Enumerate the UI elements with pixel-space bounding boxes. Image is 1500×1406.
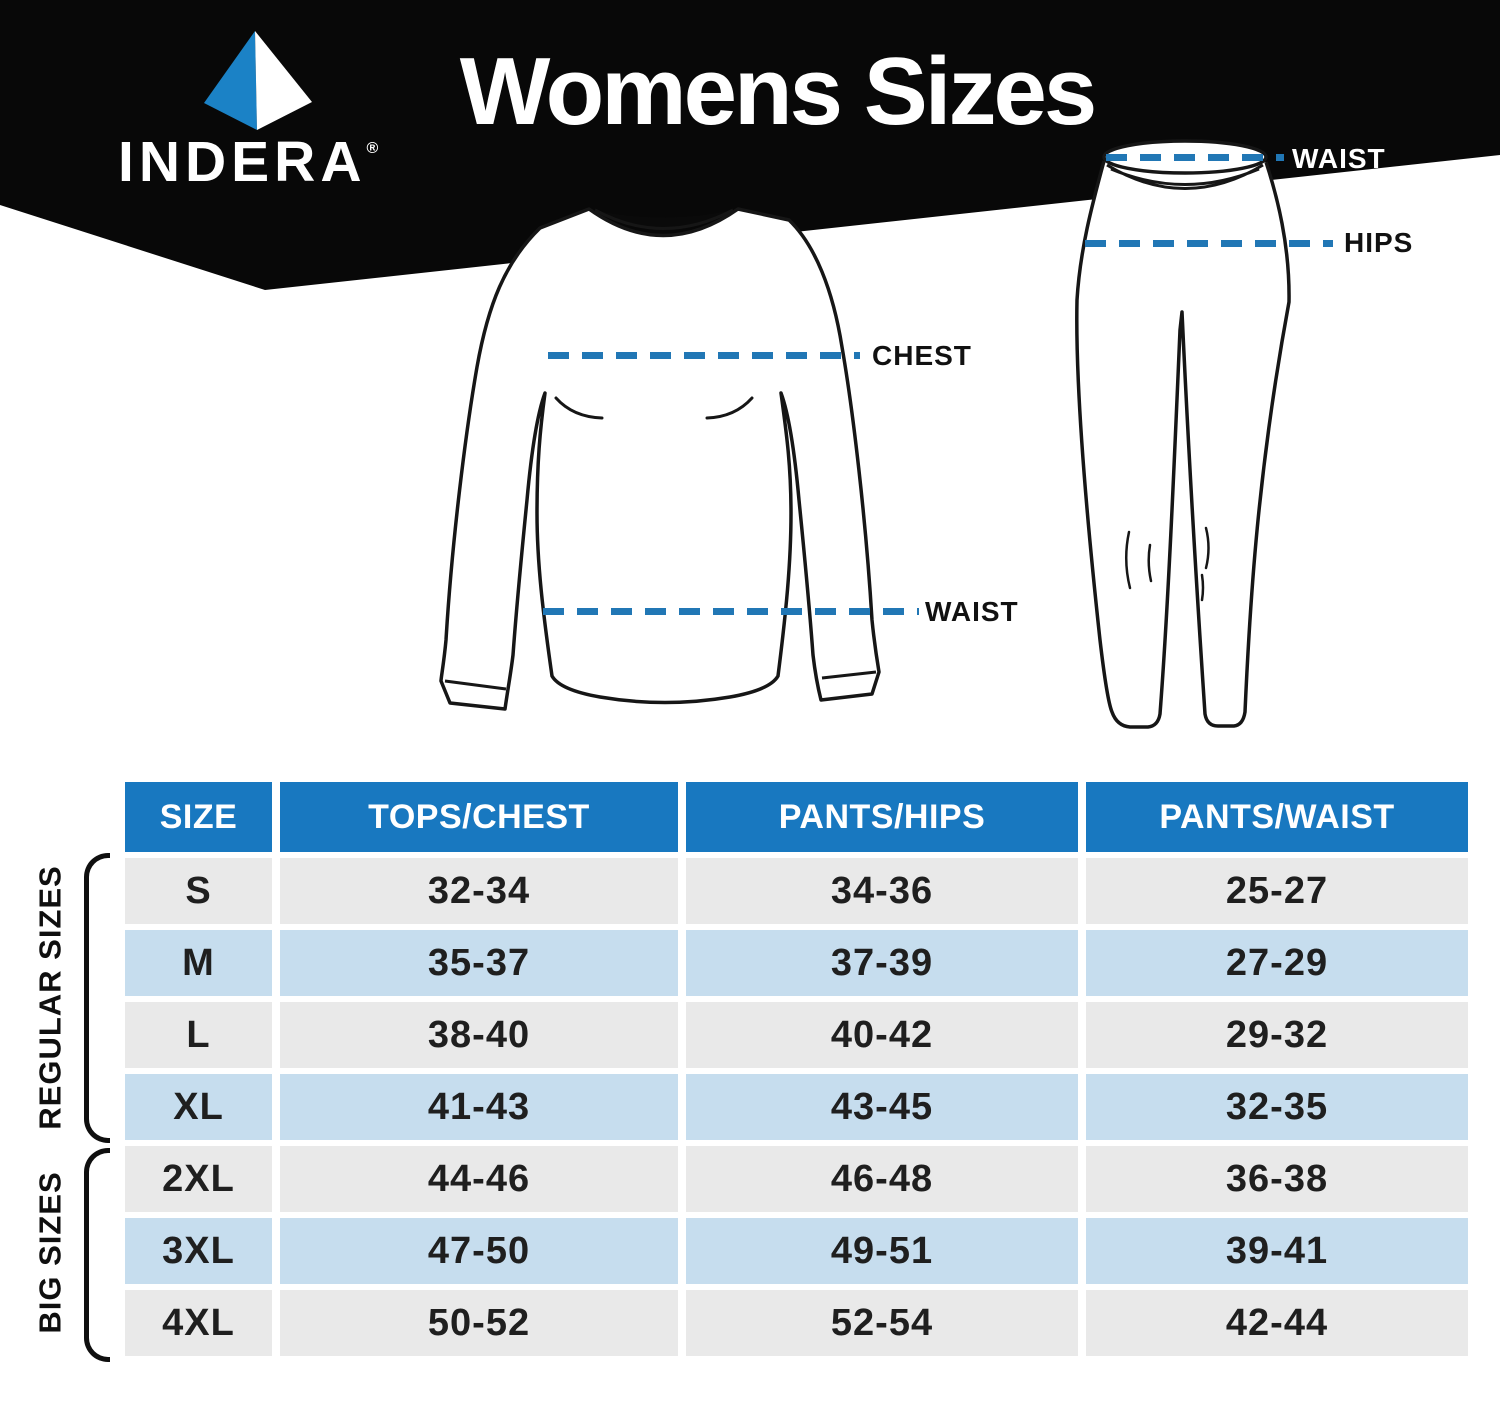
waist-cell: 39-41 [1086, 1218, 1468, 1284]
column-header-pants-hips: PANTS/HIPS [686, 782, 1078, 852]
chest-measure-line [548, 352, 860, 359]
table-header-row: SIZE TOPS/CHEST PANTS/HIPS PANTS/WAIST [125, 782, 1468, 852]
indera-pyramid-logo-icon [204, 31, 312, 130]
table-row: 2XL 44-46 46-48 36-38 [125, 1146, 1468, 1212]
big-sizes-bracket [84, 1148, 110, 1362]
big-sizes-group-label: BIG SIZES [32, 1171, 68, 1334]
size-cell: 3XL [125, 1218, 272, 1284]
hips-cell: 52-54 [686, 1290, 1078, 1356]
waist-cell: 27-29 [1086, 930, 1468, 996]
shirt-illustration [439, 207, 881, 711]
waist-cell: 42-44 [1086, 1290, 1468, 1356]
waist-cell: 36-38 [1086, 1146, 1468, 1212]
table-row: 4XL 50-52 52-54 42-44 [125, 1290, 1468, 1356]
pants-waist-measure-line [1106, 154, 1284, 161]
pants-illustration [1075, 139, 1291, 729]
pants-waist-label: WAIST [1292, 143, 1386, 174]
waist-cell: 29-32 [1086, 1002, 1468, 1068]
waist-cell: 32-35 [1086, 1074, 1468, 1140]
table-row: XL 41-43 43-45 32-35 [125, 1074, 1468, 1140]
size-cell: XL [125, 1074, 272, 1140]
brand-name: INDERA® [118, 134, 378, 191]
chest-cell: 50-52 [280, 1290, 678, 1356]
chest-label: CHEST [872, 340, 972, 371]
column-header-pants-waist: PANTS/WAIST [1086, 782, 1468, 852]
size-cell: S [125, 858, 272, 924]
size-cell: M [125, 930, 272, 996]
hips-label: HIPS [1344, 227, 1414, 258]
hips-cell: 49-51 [686, 1218, 1078, 1284]
chest-cell: 47-50 [280, 1218, 678, 1284]
size-table: SIZE TOPS/CHEST PANTS/HIPS PANTS/WAIST S… [125, 782, 1468, 1362]
table-row: M 35-37 37-39 27-29 [125, 930, 1468, 996]
table-row: S 32-34 34-36 25-27 [125, 858, 1468, 924]
table-row: 3XL 47-50 49-51 39-41 [125, 1218, 1468, 1284]
hips-cell: 40-42 [686, 1002, 1078, 1068]
chest-cell: 41-43 [280, 1074, 678, 1140]
column-header-size: SIZE [125, 782, 272, 852]
size-cell: L [125, 1002, 272, 1068]
hips-cell: 37-39 [686, 930, 1078, 996]
chest-cell: 38-40 [280, 1002, 678, 1068]
shirt-waist-measure-line [543, 608, 919, 615]
brand-text: INDERA [118, 130, 367, 194]
column-header-tops-chest: TOPS/CHEST [280, 782, 678, 852]
chest-cell: 32-34 [280, 858, 678, 924]
hips-cell: 46-48 [686, 1146, 1078, 1212]
page-title: Womens Sizes [459, 38, 1097, 145]
size-cell: 2XL [125, 1146, 272, 1212]
registered-mark: ® [366, 140, 379, 157]
regular-sizes-bracket [84, 853, 110, 1143]
hips-cell: 43-45 [686, 1074, 1078, 1140]
table-row: L 38-40 40-42 29-32 [125, 1002, 1468, 1068]
hips-measure-line [1085, 240, 1333, 247]
shirt-waist-label: WAIST [925, 596, 1019, 627]
hips-cell: 34-36 [686, 858, 1078, 924]
size-cell: 4XL [125, 1290, 272, 1356]
chest-cell: 35-37 [280, 930, 678, 996]
waist-cell: 25-27 [1086, 858, 1468, 924]
chest-cell: 44-46 [280, 1146, 678, 1212]
